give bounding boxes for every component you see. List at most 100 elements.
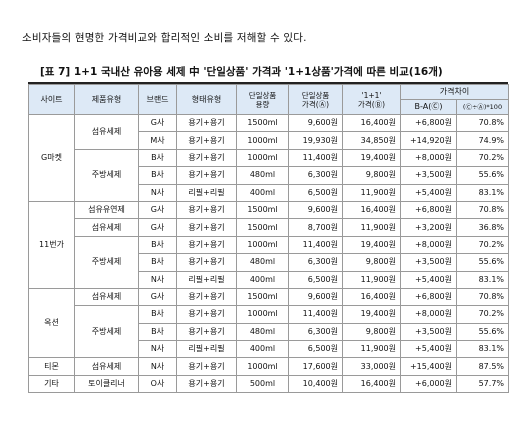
brand-cell: N사 [138, 357, 177, 376]
table-top-rule [28, 82, 508, 84]
single-price-cell: 6,300원 [288, 253, 343, 272]
form-type-cell: 용기+용기 [176, 374, 237, 394]
single-price-cell: 6,500원 [288, 183, 343, 202]
diff-cell: +5,400원 [400, 183, 457, 202]
diff-pct-cell: 55.6% [455, 322, 510, 342]
diff-pct-cell: 70.2% [455, 305, 510, 324]
header-brand: 브랜드 [138, 84, 177, 115]
header-volume-line2: 용량 [255, 99, 270, 109]
diff-pct-cell: 70.2% [455, 235, 510, 255]
brand-cell: N사 [138, 340, 177, 359]
diff-pct-cell: 55.6% [455, 253, 510, 272]
product-type-cell: 토이클리너 [74, 374, 139, 394]
single-price-cell: 9,600원 [288, 287, 343, 307]
diff-cell: +6,800원 [400, 287, 457, 307]
brand-cell: G사 [138, 113, 177, 133]
diff-pct-cell: 57.7% [455, 374, 510, 394]
volume-cell: 1500ml [236, 113, 289, 133]
header-diff-ba: B-A(Ⓒ) [400, 99, 457, 115]
comparison-table: 사이트 제품유형 브랜드 형태유형 단일상품 용량 단일상품 가격(Ⓐ) '1+1'… [28, 84, 510, 394]
bundle-price-cell: 11,900원 [342, 340, 401, 359]
single-price-cell: 11,400원 [288, 305, 343, 324]
form-type-cell: 용기+용기 [176, 305, 237, 324]
brand-cell: B사 [138, 235, 177, 255]
header-bundle-price: '1+1' 가격(Ⓑ) [342, 84, 401, 115]
form-type-cell: 용기+용기 [176, 322, 237, 342]
header-volume-line1: 단일상품 [248, 90, 277, 100]
diff-cell: +6,800원 [400, 113, 457, 133]
form-type-cell: 용기+용기 [176, 113, 237, 133]
diff-pct-cell: 74.9% [455, 131, 510, 150]
site-cell: 티몬 [28, 357, 75, 376]
volume-cell: 400ml [236, 270, 289, 289]
form-type-cell: 용기+용기 [176, 235, 237, 255]
volume-cell: 480ml [236, 166, 289, 185]
form-type-cell: 용기+용기 [176, 357, 237, 376]
diff-cell: +5,400원 [400, 270, 457, 289]
form-type-cell: 용기+용기 [176, 253, 237, 272]
table-row: N사 리필+리필 400ml 6,500원 11,900원 +5,400원 83.1% [29, 270, 510, 289]
form-type-cell: 용기+용기 [176, 131, 237, 150]
bundle-price-cell: 16,400원 [342, 374, 401, 394]
volume-cell: 1000ml [236, 357, 289, 376]
form-type-cell: 용기+용기 [176, 287, 237, 307]
volume-cell: 1000ml [236, 305, 289, 324]
diff-pct-cell: 83.1% [455, 183, 510, 202]
volume-cell: 400ml [236, 340, 289, 359]
single-price-cell: 11,400원 [288, 148, 343, 168]
diff-cell: +6,000원 [400, 374, 457, 394]
brand-cell: B사 [138, 305, 177, 324]
product-type-cell: 주방세제 [74, 235, 139, 289]
single-price-cell: 6,500원 [288, 340, 343, 359]
brand-cell: B사 [138, 148, 177, 168]
form-type-cell: 용기+용기 [176, 200, 237, 220]
bundle-price-cell: 9,800원 [342, 322, 401, 342]
single-price-cell: 19,930원 [288, 131, 343, 150]
table-row: 주방세제 B사 용기+용기 1000ml 11,400원 19,400원 +8,000원 70… [29, 305, 510, 359]
header-form-type: 형태유형 [176, 84, 237, 115]
bundle-price-cell: 11,900원 [342, 183, 401, 202]
header-bundle-price-line2: 가격(Ⓑ) [357, 99, 386, 109]
table-row: 11번가 섬유유연제 G사 용기+용기 1500ml 9,600원 16,400원 +6,80… [28, 200, 510, 289]
bundle-price-cell: 11,900원 [342, 218, 401, 237]
header-price-diff: 가격차이 [399, 84, 510, 100]
single-price-cell: 6,500원 [288, 270, 343, 289]
volume-cell: 480ml [236, 253, 289, 272]
volume-cell: 1500ml [236, 218, 289, 237]
table-row: N사 리필+리필 400ml 6,500원 11,900원 +5,400원 83.1% [29, 183, 510, 202]
bundle-price-cell: 19,400원 [342, 235, 401, 255]
single-price-cell: 10,400원 [288, 374, 343, 394]
site-cell: 기타 [28, 374, 75, 394]
table-row: 옥션 섬유세제 G사 용기+용기 1500ml 9,600원 16,400원 +6,800원 7… [28, 287, 510, 359]
diff-cell: +8,000원 [400, 235, 457, 255]
diff-pct-cell: 83.1% [455, 270, 510, 289]
diff-pct-cell: 87.5% [455, 357, 510, 376]
brand-cell: B사 [138, 322, 177, 342]
brand-cell: N사 [138, 183, 177, 202]
form-type-cell: 용기+용기 [176, 166, 237, 185]
diff-cell: +3,500원 [400, 322, 457, 342]
table-title: [표 7] 1+1 국내산 유아용 세제 中 '단일상품' 가격과 '1+1상품… [40, 66, 443, 78]
bundle-price-cell: 16,400원 [342, 287, 401, 307]
header-diff-pct: (Ⓒ÷Ⓐ)*100 [455, 99, 510, 115]
brand-cell: O사 [138, 374, 177, 394]
single-price-cell: 8,700원 [288, 218, 343, 237]
site-cell: G마켓 [28, 114, 75, 202]
brand-cell: M사 [138, 131, 177, 150]
bundle-price-cell: 11,900원 [342, 270, 401, 289]
volume-cell: 480ml [236, 322, 289, 342]
diff-cell: +15,400원 [400, 357, 457, 376]
header-product-type: 제품유형 [74, 84, 139, 115]
single-price-cell: 6,300원 [288, 322, 343, 342]
bundle-price-cell: 19,400원 [342, 148, 401, 168]
product-type-cell: 섬유세제 [74, 114, 139, 150]
volume-cell: 1500ml [236, 200, 289, 220]
diff-cell: +5,400원 [400, 340, 457, 359]
brand-cell: G사 [138, 287, 177, 307]
bundle-price-cell: 16,400원 [342, 200, 401, 220]
bundle-price-cell: 34,850원 [342, 131, 401, 150]
bundle-price-cell: 19,400원 [342, 305, 401, 324]
brand-cell: G사 [138, 218, 177, 237]
bundle-price-cell: 33,000원 [342, 357, 401, 376]
diff-cell: +3,500원 [400, 253, 457, 272]
